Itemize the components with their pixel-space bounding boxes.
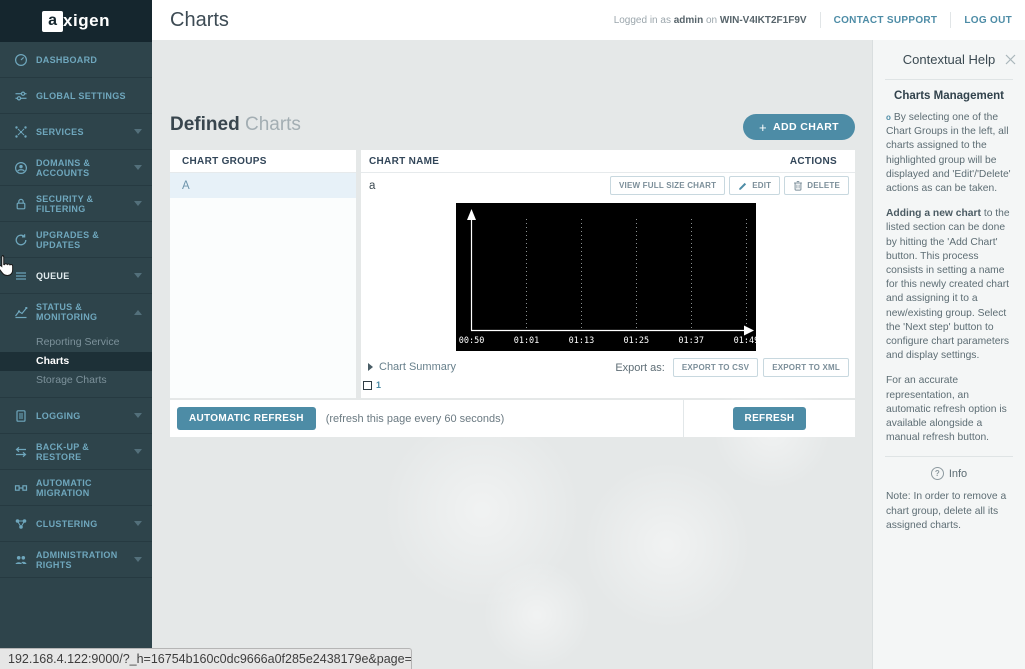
sidebar-item-security-filtering[interactable]: SECURITY & FILTERING bbox=[0, 186, 152, 222]
help-paragraph-2: Adding a new chart to the listed section… bbox=[886, 208, 1010, 362]
chevron-up-icon bbox=[134, 309, 142, 315]
user-circle-icon bbox=[13, 160, 28, 175]
contact-support-link[interactable]: CONTACT SUPPORT bbox=[819, 12, 951, 28]
chevron-down-icon bbox=[134, 129, 142, 134]
sidebar-item-services[interactable]: SERVICES bbox=[0, 114, 152, 150]
chart-row-name: a bbox=[369, 180, 376, 192]
main-content: Defined Charts + ADD CHART CHART GROUPS … bbox=[152, 40, 872, 669]
actions-header: ACTIONS bbox=[789, 155, 837, 167]
chevron-down-icon bbox=[134, 449, 142, 454]
background-bokeh bbox=[482, 560, 592, 669]
sidebar-item-logging[interactable]: LOGGING bbox=[0, 398, 152, 434]
export-as-label: Export as: bbox=[615, 361, 665, 374]
status-monitoring-submenu: Reporting Service Charts Storage Charts bbox=[0, 330, 152, 398]
export-to-csv-button[interactable]: EXPORT TO CSV bbox=[672, 358, 759, 377]
page-number: 1 bbox=[376, 380, 382, 390]
sidebar-item-clustering[interactable]: CLUSTERING bbox=[0, 506, 152, 542]
divider bbox=[885, 456, 1013, 458]
logged-in-status: Logged in as admin on WIN-V4IKT2F1F9V bbox=[613, 14, 807, 26]
contextual-help-title: Contextual Help bbox=[902, 52, 996, 67]
browser-status-bar: 192.168.4.122:9000/?_h=16754b160c0dc9666… bbox=[0, 648, 412, 669]
add-chart-button[interactable]: + ADD CHART bbox=[742, 114, 855, 140]
network-icon bbox=[13, 124, 28, 139]
chart-plot-area[interactable]: 00:50 01:01 01:13 01:25 01:37 01:49 bbox=[456, 203, 760, 351]
document-icon bbox=[13, 408, 28, 423]
gauge-icon bbox=[13, 52, 28, 67]
top-header: Charts Logged in as admin on WIN-V4IKT2F… bbox=[152, 0, 1025, 40]
chart-groups-header: CHART GROUPS bbox=[170, 150, 356, 173]
chart-summary-toggle[interactable]: Chart Summary bbox=[368, 361, 456, 373]
defined-charts-heading: Defined Charts bbox=[170, 114, 301, 135]
chart-name-panel: CHART NAME ACTIONS a VIEW FULL SIZE CHAR… bbox=[361, 150, 855, 398]
chevron-down-icon bbox=[134, 557, 142, 562]
chart-axes bbox=[467, 209, 754, 336]
pencil-icon bbox=[739, 182, 747, 190]
logged-in-user: admin bbox=[673, 14, 704, 26]
sidebar-item-administration-rights[interactable]: ADMINISTRATION RIGHTS bbox=[0, 542, 152, 578]
chevron-down-icon bbox=[134, 413, 142, 418]
info-icon: ? bbox=[930, 467, 944, 481]
plus-icon: + bbox=[758, 119, 767, 135]
sidebar-item-backup-restore[interactable]: BACK-UP & RESTORE bbox=[0, 434, 152, 470]
sidebar: a xigen DASHBOARD GLOBAL SETTINGS SERVIC… bbox=[0, 0, 152, 669]
page-checkbox[interactable] bbox=[363, 380, 372, 390]
chart-name-header: CHART NAME bbox=[369, 155, 440, 167]
chevron-down-icon bbox=[134, 165, 142, 170]
chart-groups-panel: CHART GROUPS A bbox=[170, 150, 356, 398]
migration-icon bbox=[13, 480, 28, 495]
sidebar-subitem-storage-charts[interactable]: Storage Charts bbox=[36, 374, 107, 386]
background-bokeh bbox=[382, 410, 582, 610]
help-paragraph-1: o By selecting one of the Chart Groups in… bbox=[886, 112, 1011, 195]
logo-a-icon: a bbox=[42, 10, 64, 32]
contextual-help-panel: Contextual Help Charts Management o By se… bbox=[872, 40, 1025, 669]
trash-icon bbox=[794, 181, 803, 191]
help-paragraph-3: For an accurate representation, an autom… bbox=[886, 375, 1007, 444]
mouse-cursor-hand bbox=[0, 254, 16, 283]
help-note: Note: In order to remove a chart group, … bbox=[886, 491, 1007, 531]
page-title: Charts bbox=[170, 8, 229, 31]
line-chart-icon bbox=[13, 305, 28, 320]
close-icon[interactable] bbox=[1005, 52, 1016, 70]
refresh-icon bbox=[13, 232, 28, 247]
sidebar-item-dashboard[interactable]: DASHBOARD bbox=[0, 42, 152, 78]
sidebar-item-domains-accounts[interactable]: DOMAINS & ACCOUNTS bbox=[0, 150, 152, 186]
help-section-title: Charts Management bbox=[894, 90, 1004, 102]
x-axis-ticks: 00:50 01:01 01:13 01:25 01:37 01:49 bbox=[458, 336, 760, 346]
queue-icon bbox=[13, 268, 28, 283]
divider bbox=[885, 79, 1013, 80]
info-bullet-icon: o bbox=[886, 113, 891, 122]
logo-text: xigen bbox=[63, 11, 110, 30]
sidebar-item-automatic-migration[interactable]: AUTOMATIC MIGRATION bbox=[0, 470, 152, 506]
app-logo[interactable]: a xigen bbox=[0, 0, 152, 42]
chevron-down-icon bbox=[134, 201, 142, 206]
refresh-note: (refresh this page every 60 seconds) bbox=[325, 412, 505, 425]
delete-button[interactable]: DELETE bbox=[784, 176, 849, 195]
info-heading: ? Info bbox=[873, 467, 1025, 481]
refresh-panel: AUTOMATIC REFRESH (refresh this page eve… bbox=[170, 400, 855, 437]
sidebar-item-upgrades-updates[interactable]: UPGRADES & UPDATES bbox=[0, 222, 152, 258]
sidebar-item-status-monitoring[interactable]: STATUS & MONITORING bbox=[0, 294, 152, 330]
people-icon bbox=[13, 552, 28, 567]
collapsed-triangle-icon bbox=[368, 363, 373, 371]
export-to-xml-button[interactable]: EXPORT TO XML bbox=[763, 358, 849, 377]
chevron-down-icon bbox=[134, 521, 142, 526]
logged-in-host: WIN-V4IKT2F1F9V bbox=[719, 14, 807, 26]
sliders-icon bbox=[13, 88, 28, 103]
sidebar-subitem-reporting-service[interactable]: Reporting Service bbox=[36, 336, 120, 348]
swap-arrows-icon bbox=[13, 444, 28, 459]
automatic-refresh-button[interactable]: AUTOMATIC REFRESH bbox=[177, 407, 316, 430]
sidebar-subitem-charts[interactable]: Charts bbox=[0, 352, 152, 371]
page-selector[interactable]: 1 bbox=[363, 380, 381, 390]
cluster-icon bbox=[13, 516, 28, 531]
lock-icon bbox=[13, 196, 28, 211]
sidebar-item-global-settings[interactable]: GLOBAL SETTINGS bbox=[0, 78, 152, 114]
log-out-link[interactable]: LOG OUT bbox=[950, 12, 1025, 28]
edit-button[interactable]: EDIT bbox=[729, 176, 781, 195]
refresh-button[interactable]: REFRESH bbox=[732, 407, 807, 430]
view-full-size-chart-button[interactable]: VIEW FULL SIZE CHART bbox=[610, 176, 726, 195]
chart-group-row-a[interactable]: A bbox=[170, 173, 356, 198]
sidebar-item-queue[interactable]: QUEUE bbox=[0, 258, 152, 294]
chevron-down-icon bbox=[134, 273, 142, 278]
background-bokeh bbox=[582, 460, 752, 630]
